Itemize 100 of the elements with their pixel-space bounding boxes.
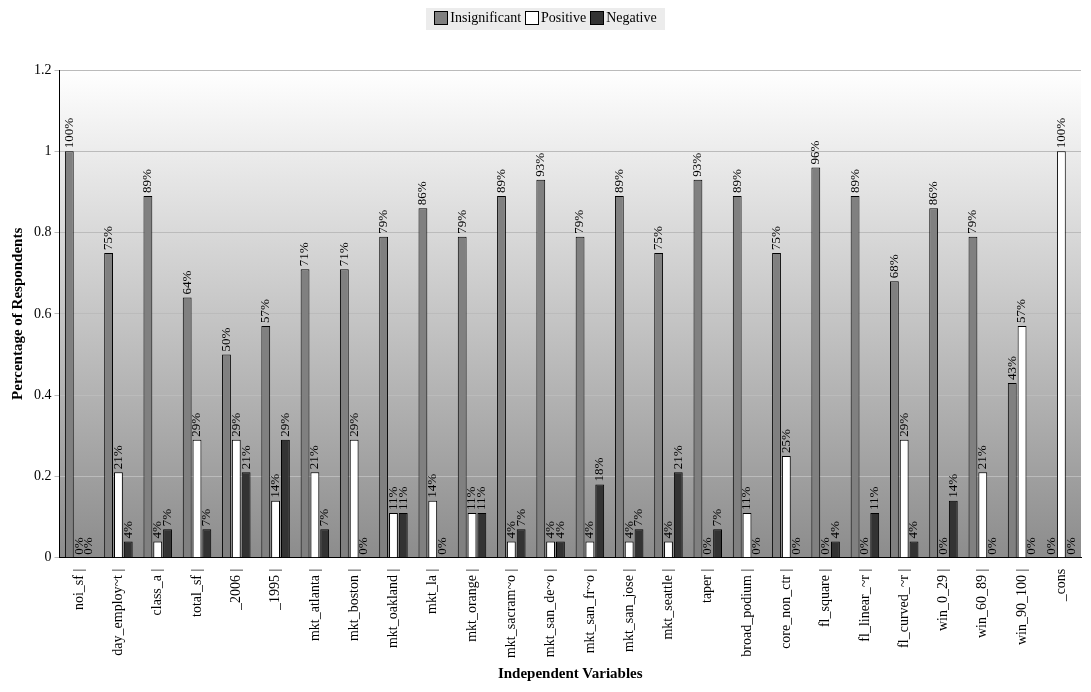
x-tick-label: taper | <box>699 568 715 603</box>
y-axis-title: Percentage of Respondents <box>8 227 25 400</box>
legend-label: Insignificant <box>450 10 522 26</box>
data-label: 89% <box>728 168 744 193</box>
data-label: 64% <box>178 270 194 295</box>
x-axis-title: Independent Variables <box>497 664 643 681</box>
data-label: 0% <box>699 537 715 555</box>
data-label: 14% <box>944 473 960 498</box>
data-label: 43% <box>1003 355 1019 380</box>
data-label: 4% <box>581 520 597 539</box>
data-label: 71% <box>296 242 312 267</box>
x-tick-label: mkt_san_jose | <box>620 568 636 652</box>
x-tick-label: core_non_ctr | <box>778 568 794 649</box>
data-label: 21% <box>306 445 322 470</box>
data-label: 11% <box>738 486 754 510</box>
data-label: 79% <box>453 209 469 234</box>
data-label: 7% <box>709 508 724 527</box>
data-label: 93% <box>689 152 705 177</box>
data-label: 21% <box>109 445 125 470</box>
x-tick-label: _cons <box>1053 568 1069 603</box>
data-label: 7% <box>198 508 214 527</box>
data-label: 0% <box>1042 537 1058 555</box>
data-label: 71% <box>335 242 351 267</box>
data-label: 75% <box>767 225 783 250</box>
x-tick-label: broad_podium | <box>738 568 754 657</box>
legend-label: Positive <box>541 10 587 26</box>
data-label: 21% <box>974 445 990 470</box>
data-label: 57% <box>1013 299 1029 324</box>
x-tick-label: noi_sf | <box>70 568 86 611</box>
data-label: 100% <box>1052 117 1068 149</box>
data-label: 0% <box>817 537 833 555</box>
data-label: 86% <box>925 181 941 206</box>
data-label: 0% <box>984 537 1000 555</box>
data-label: 29% <box>345 412 361 437</box>
x-tick-label: mkt_san_fr~o | <box>581 568 597 654</box>
data-label: 0% <box>355 537 371 555</box>
data-label: 89% <box>610 168 626 193</box>
data-label: 89% <box>846 168 862 193</box>
y-tick-label: 0 <box>44 549 52 565</box>
data-label: 0% <box>433 537 449 555</box>
data-label: 89% <box>139 168 155 193</box>
legend-label: Negative <box>606 10 657 26</box>
data-label: 4% <box>119 520 135 539</box>
y-tick-label: 0.6 <box>34 305 52 321</box>
data-label: 4% <box>502 520 518 539</box>
data-label: 79% <box>375 209 391 234</box>
data-label: 68% <box>885 254 901 279</box>
data-label: 0% <box>748 537 764 555</box>
x-tick-label: _1995 | <box>267 568 283 612</box>
data-label: 0% <box>1023 537 1039 555</box>
y-tick-label: 0.4 <box>34 386 52 402</box>
x-tick-label: fl_curved_~r | <box>895 568 911 648</box>
y-tick-label: 0.8 <box>34 224 52 240</box>
data-label: 75% <box>650 225 666 250</box>
data-label: 29% <box>188 412 204 437</box>
data-label: 11% <box>384 486 400 510</box>
x-tick-label: mkt_oakland | <box>385 568 401 649</box>
data-label: 89% <box>492 168 508 193</box>
x-tick-label: mkt_seattle | <box>660 568 676 640</box>
y-tick-label: 1 <box>44 142 52 158</box>
data-label: 57% <box>257 299 273 324</box>
data-label: 21% <box>669 445 685 470</box>
data-label: 29% <box>276 412 292 437</box>
data-label: 0% <box>1062 537 1078 555</box>
x-tick-label: mkt_san_de~o | <box>542 568 558 658</box>
y-tick-label: 0.2 <box>34 468 52 484</box>
data-label: 4% <box>905 520 921 539</box>
data-label: 4% <box>659 520 675 539</box>
x-tick-label: mkt_atlanta | <box>306 568 322 642</box>
x-tick-label: fl_linear_~r | <box>856 568 872 642</box>
data-label: 86% <box>414 181 430 206</box>
data-label: 7% <box>316 508 332 527</box>
x-tick-label: mkt_orange | <box>463 568 479 642</box>
data-label: 4% <box>826 520 842 539</box>
x-tick-label: class_a | <box>149 568 165 616</box>
data-label: 93% <box>532 152 548 177</box>
data-label: 21% <box>237 445 253 470</box>
x-tick-label: win_90_100 | <box>1013 568 1029 646</box>
data-label: 75% <box>100 225 116 250</box>
x-tick-label: fl_square | <box>817 568 833 628</box>
data-label: 14% <box>267 473 283 498</box>
data-label: 79% <box>571 209 587 234</box>
x-tick-label: _2006 | <box>227 568 243 612</box>
data-label: 18% <box>591 457 607 482</box>
data-label: 96% <box>807 140 823 165</box>
data-label: 50% <box>217 327 233 352</box>
data-label: 0% <box>934 537 950 555</box>
data-label: 25% <box>777 429 793 454</box>
data-label: 0% <box>856 537 872 555</box>
x-tick-label: win_60_89 | <box>974 568 990 639</box>
data-label: 100% <box>60 117 76 149</box>
data-label: 11% <box>866 486 882 510</box>
x-tick-label: mkt_boston | <box>345 568 361 642</box>
y-tick-label: 1.2 <box>34 61 52 77</box>
data-label: 14% <box>424 473 440 498</box>
data-label: 0% <box>787 537 803 555</box>
x-tick-label: mkt_sacram~o | <box>502 568 518 659</box>
x-tick-label: mkt_la | <box>424 568 440 614</box>
data-label: 29% <box>895 412 911 437</box>
x-tick-label: day_employ~t | <box>110 568 126 656</box>
